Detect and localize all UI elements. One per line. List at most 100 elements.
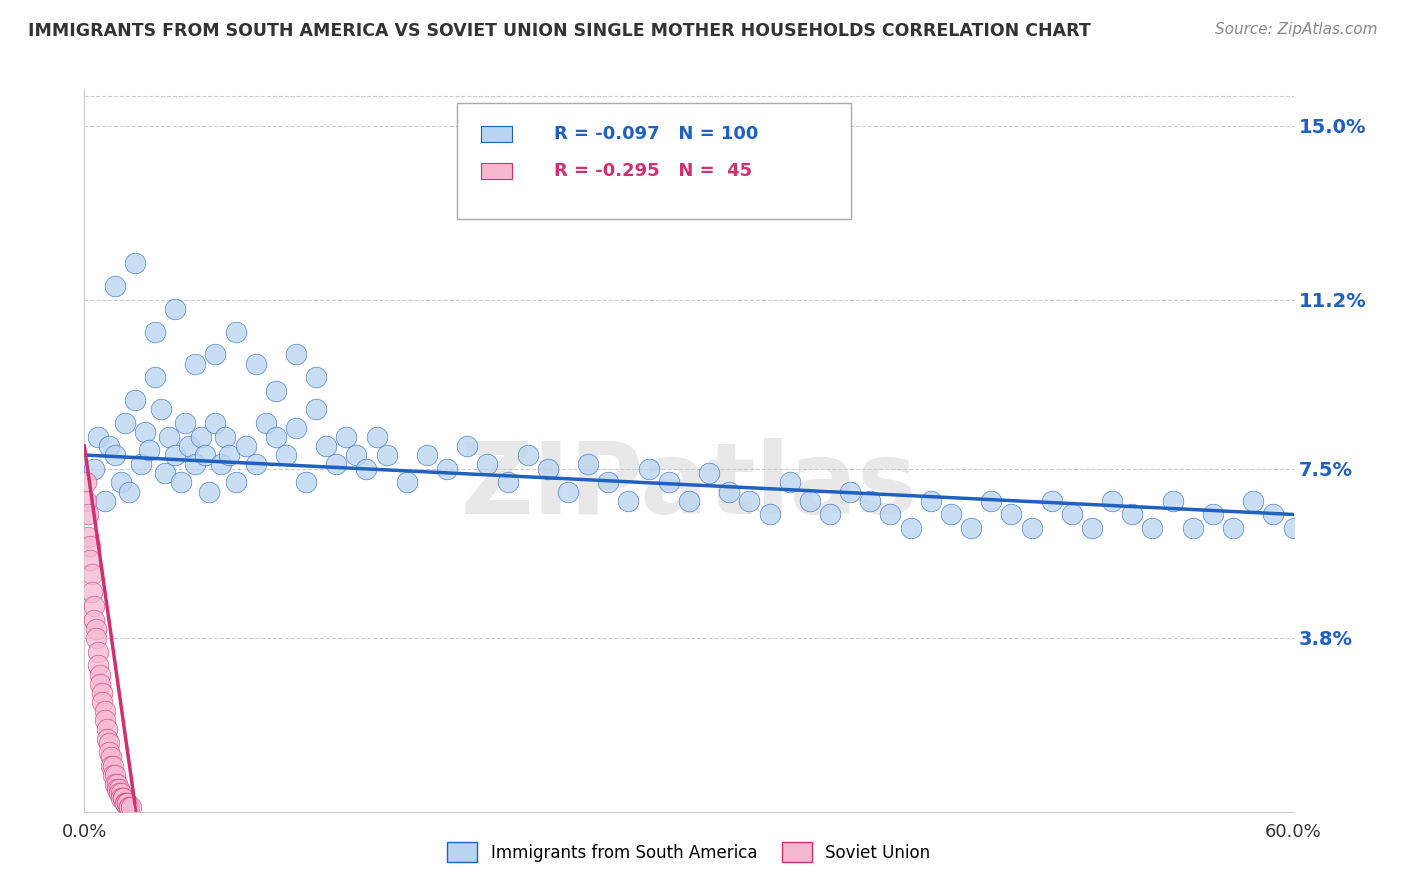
Point	[97, 736, 120, 750]
Point	[115, 796, 138, 810]
Text: R = -0.097   N = 100: R = -0.097 N = 100	[554, 125, 758, 143]
Point	[235, 439, 257, 453]
Point	[245, 457, 267, 471]
Point	[105, 781, 128, 796]
Point	[104, 448, 127, 462]
Point	[537, 462, 560, 476]
Point	[79, 540, 101, 554]
Point	[83, 462, 105, 476]
Point	[149, 402, 172, 417]
Point	[305, 402, 328, 417]
Point	[204, 416, 226, 430]
Point	[89, 676, 111, 690]
Point	[91, 686, 114, 700]
Point	[617, 493, 640, 508]
Point	[91, 695, 114, 709]
Point	[1263, 508, 1285, 522]
Point	[89, 667, 111, 681]
Point	[134, 425, 156, 439]
Point	[143, 325, 166, 339]
Point	[718, 484, 741, 499]
Point	[1202, 508, 1225, 522]
Point	[900, 521, 922, 535]
Point	[118, 800, 141, 814]
Point	[114, 796, 136, 810]
Point	[124, 393, 146, 408]
Point	[83, 613, 105, 627]
Point	[980, 493, 1002, 508]
Point	[82, 566, 104, 581]
Point	[107, 786, 129, 800]
Point	[879, 508, 901, 522]
Point	[1181, 521, 1204, 535]
Point	[100, 759, 122, 773]
Point	[111, 791, 134, 805]
Point	[939, 508, 962, 522]
Point	[184, 457, 207, 471]
Point	[477, 457, 499, 471]
Point	[82, 585, 104, 599]
Point	[1000, 508, 1022, 522]
Point	[118, 484, 141, 499]
Point	[114, 416, 136, 430]
Point	[264, 430, 287, 444]
Point	[1121, 508, 1143, 522]
Point	[960, 521, 983, 535]
Point	[356, 462, 378, 476]
Point	[285, 347, 308, 361]
Point	[194, 448, 217, 462]
Point	[138, 443, 160, 458]
Point	[87, 658, 110, 673]
Point	[86, 631, 108, 645]
Point	[678, 493, 700, 508]
Point	[129, 457, 152, 471]
Point	[87, 645, 110, 659]
Point	[214, 430, 236, 444]
Point	[264, 384, 287, 398]
Point	[110, 475, 132, 490]
Point	[1101, 493, 1123, 508]
Point	[209, 457, 232, 471]
Point	[1081, 521, 1104, 535]
Point	[1060, 508, 1083, 522]
Point	[93, 713, 115, 727]
Point	[77, 508, 100, 522]
Point	[165, 301, 187, 316]
Point	[274, 448, 297, 462]
Point	[97, 439, 120, 453]
Point	[190, 430, 212, 444]
Point	[75, 475, 97, 490]
Point	[859, 493, 882, 508]
Point	[779, 475, 801, 490]
Point	[738, 493, 761, 508]
Point	[325, 457, 347, 471]
Point	[110, 786, 132, 800]
Point	[118, 800, 141, 814]
Point	[335, 430, 357, 444]
Point	[143, 370, 166, 384]
Point	[87, 430, 110, 444]
Point	[179, 439, 201, 453]
Point	[105, 777, 128, 791]
Point	[1142, 521, 1164, 535]
Point	[416, 448, 439, 462]
Point	[204, 347, 226, 361]
Point	[516, 448, 538, 462]
Point	[315, 439, 337, 453]
Point	[93, 704, 115, 718]
Point	[184, 357, 207, 371]
Point	[101, 768, 124, 782]
Point	[97, 745, 120, 759]
Point	[153, 467, 176, 481]
Point	[496, 475, 519, 490]
Point	[576, 457, 599, 471]
Point	[920, 493, 942, 508]
Point	[758, 508, 780, 522]
Point	[165, 448, 187, 462]
Point	[124, 256, 146, 270]
Point	[839, 484, 862, 499]
Point	[1040, 493, 1063, 508]
Point	[436, 462, 458, 476]
Point	[366, 430, 388, 444]
Point	[225, 325, 247, 339]
